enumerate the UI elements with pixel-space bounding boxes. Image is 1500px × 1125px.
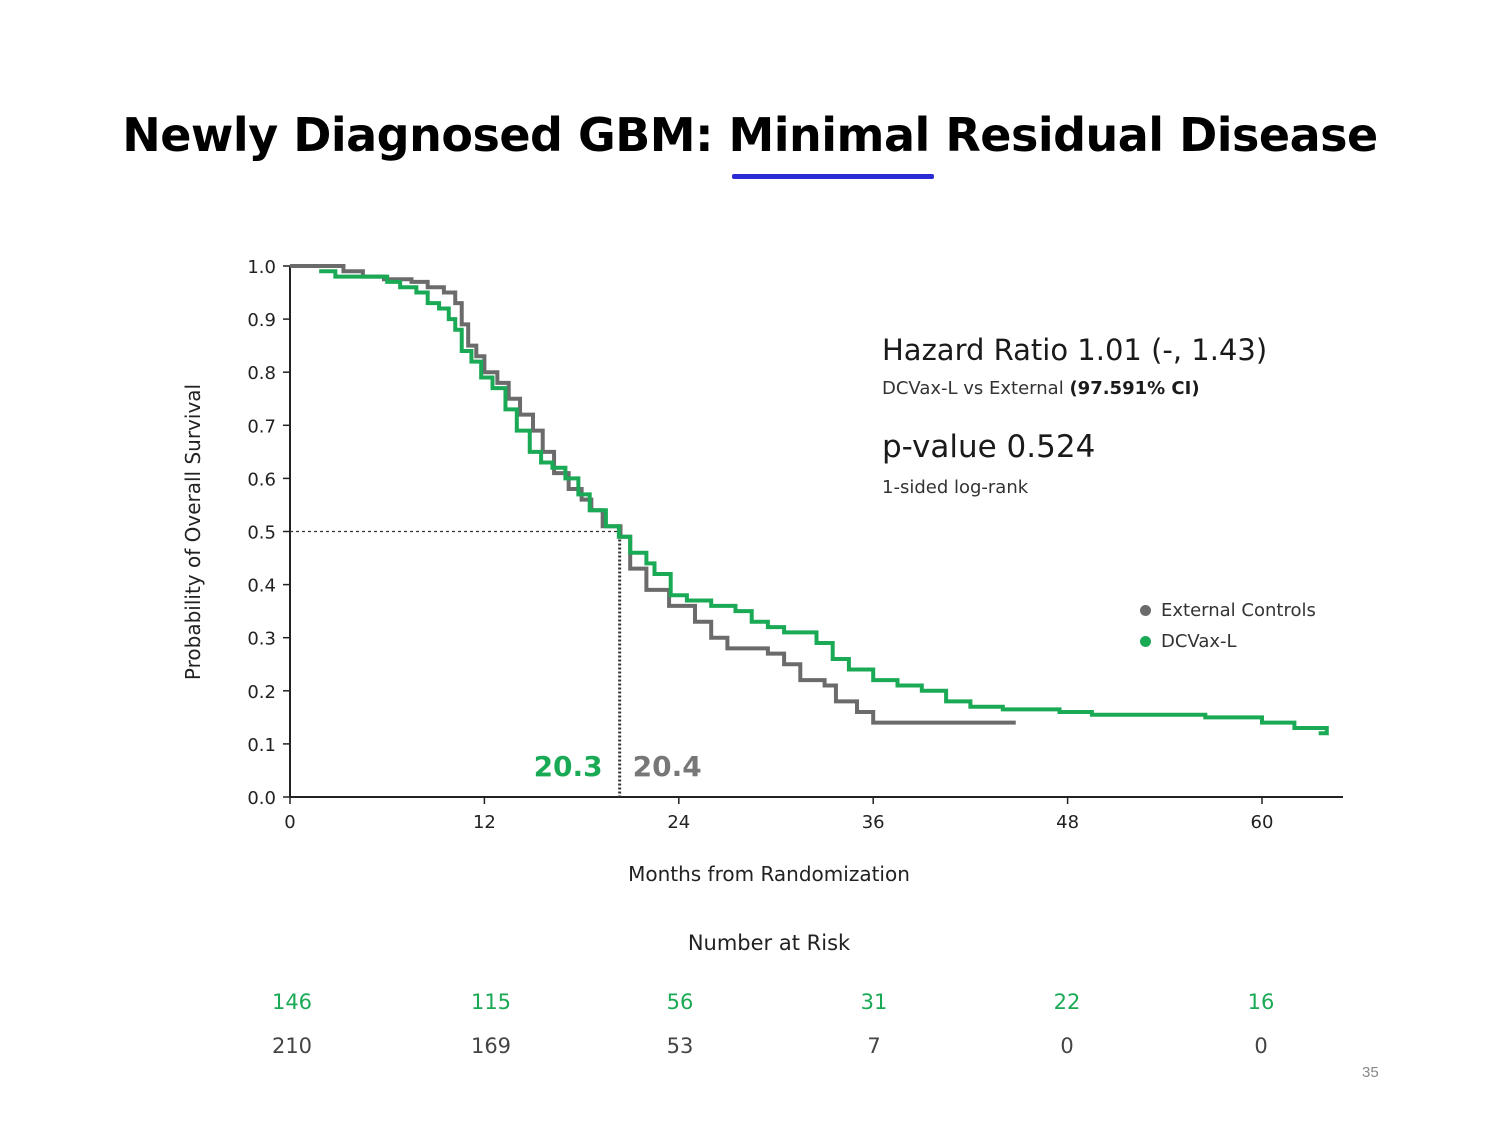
x-tick-label: 24 <box>667 812 690 833</box>
y-tick-label: 0.9 <box>247 310 276 331</box>
risk-cell: 210 <box>272 1034 312 1058</box>
hazard-sub-ci: (97.591% CI) <box>1069 378 1200 399</box>
x-tick-label: 36 <box>862 812 885 833</box>
y-axis-label: Probability of Overall Survival <box>181 384 205 680</box>
chart-labels: 20.3 20.4 <box>534 750 702 783</box>
hazard-ratio-subtitle: DCVax-L vs External (97.591% CI) <box>882 378 1200 399</box>
risk-table: Number at Risk 146 115 56 31 22 16 210 169 53 7 0 0 <box>272 931 1274 1058</box>
legend-dot-icon <box>1140 605 1151 616</box>
slide-title: Newly Diagnosed GBM: Minimal Residual Di… <box>0 108 1500 162</box>
risk-cell: 16 <box>1248 990 1275 1014</box>
x-tick-label: 12 <box>473 812 496 833</box>
y-tick-label: 0.1 <box>247 735 276 756</box>
y-tick-label: 0.0 <box>247 788 276 809</box>
title-part-underlined: Minimal <box>728 108 931 162</box>
risk-cell: 169 <box>471 1034 511 1058</box>
title-part-1: Newly Diagnosed GBM: <box>122 108 729 162</box>
y-tick-label: 0.4 <box>247 576 276 597</box>
survival-curve-external-controls <box>290 264 1016 725</box>
legend-label: External Controls <box>1161 600 1316 621</box>
risk-cell: 53 <box>667 1034 694 1058</box>
risk-table-title: Number at Risk <box>688 931 851 955</box>
legend-label: DCVax-L <box>1161 631 1237 652</box>
median-lines <box>290 530 622 797</box>
y-tick-label: 0.6 <box>247 469 276 490</box>
y-tick-label: 0.2 <box>247 682 276 703</box>
y-tick-label: 0.3 <box>247 629 276 650</box>
x-tick-label: 48 <box>1056 812 1079 833</box>
title-part-2: Residual Disease <box>929 108 1378 162</box>
slide-number: 35 <box>1362 1064 1379 1081</box>
legend-dcvax: DCVax-L <box>1140 631 1237 652</box>
median-label-dcvax: 20.3 <box>534 750 603 783</box>
y-tick-label: 1.0 <box>247 257 276 278</box>
risk-cell: 0 <box>1060 1034 1073 1058</box>
legend-dot-icon <box>1140 636 1151 647</box>
median-label-external: 20.4 <box>633 750 702 783</box>
y-tick-label: 0.5 <box>247 523 276 544</box>
risk-cell: 22 <box>1054 990 1081 1014</box>
risk-cell: 146 <box>272 990 312 1014</box>
risk-cell: 31 <box>861 990 888 1014</box>
risk-cell: 115 <box>471 990 511 1014</box>
pvalue-subtitle: 1-sided log-rank <box>882 477 1029 498</box>
x-tick-label: 60 <box>1251 812 1274 833</box>
hazard-ratio-title: Hazard Ratio 1.01 (-, 1.43) <box>882 333 1268 367</box>
y-tick-label: 0.8 <box>247 363 276 384</box>
y-tick-label: 0.7 <box>247 416 276 437</box>
survival-curves <box>290 264 1329 736</box>
pvalue-title: p-value 0.524 <box>882 429 1096 465</box>
risk-cell: 0 <box>1254 1034 1267 1058</box>
risk-cell: 56 <box>667 990 694 1014</box>
title-underline <box>732 174 934 179</box>
legend-external-controls: External Controls <box>1140 600 1316 621</box>
survival-curve-dcvax-l <box>319 269 1329 736</box>
x-axis-label: Months from Randomization <box>628 862 910 886</box>
x-tick-label: 0 <box>284 812 295 833</box>
chart-axes: 0.0 0.1 0.2 0.3 0.4 0.5 0.6 0.7 0.8 0.9 1.0 0 12 24 36… <box>181 257 1343 886</box>
hazard-sub-plain: DCVax-L vs External <box>882 378 1070 399</box>
risk-cell: 7 <box>867 1034 880 1058</box>
